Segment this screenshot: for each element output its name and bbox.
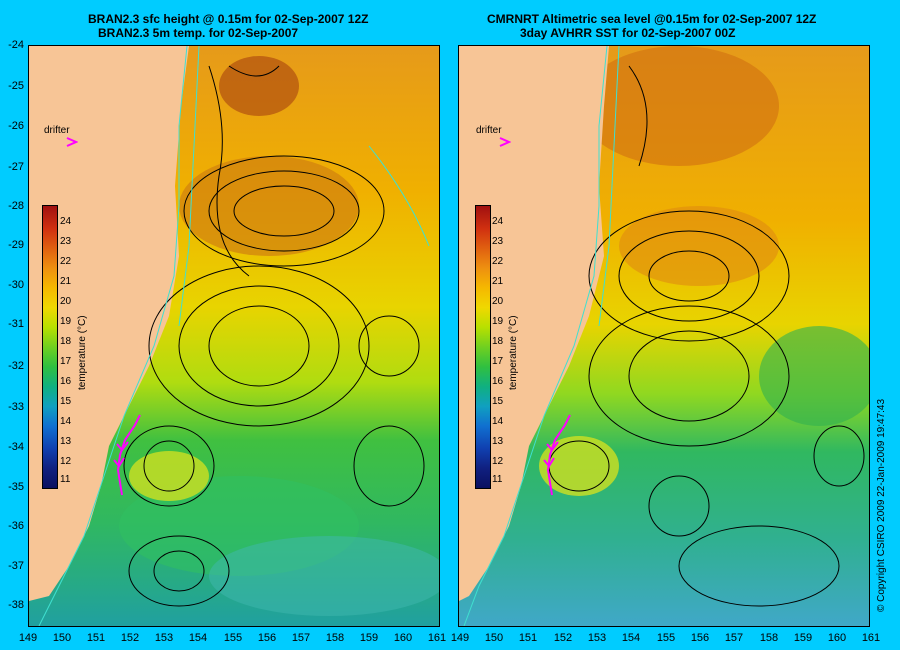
left-drifter-icon (66, 137, 78, 147)
left-map (29, 46, 439, 626)
x-tick: 161 (427, 632, 447, 644)
x-tick: 160 (393, 632, 413, 644)
x-tick: 156 (257, 632, 277, 644)
colorbar-tick: 22 (492, 256, 504, 267)
colorbar-tick: 15 (492, 396, 504, 407)
y-tick: -35 (8, 481, 24, 493)
colorbar-tick: 11 (60, 474, 71, 485)
x-tick: 156 (690, 632, 710, 644)
x-tick: 150 (52, 632, 72, 644)
colorbar-tick: 21 (60, 276, 72, 287)
colorbar-tick: 18 (60, 336, 72, 347)
left-drifter-label: drifter (44, 125, 70, 136)
x-tick: 158 (325, 632, 345, 644)
x-tick: 154 (188, 632, 208, 644)
y-tick: -30 (8, 279, 24, 291)
colorbar-tick: 19 (60, 316, 72, 327)
right-map (459, 46, 869, 626)
left-colorbar (42, 205, 58, 489)
x-tick: 149 (18, 632, 38, 644)
x-tick: 158 (759, 632, 779, 644)
right-map-panel (458, 45, 870, 627)
y-tick: -31 (8, 318, 24, 330)
x-tick: 157 (724, 632, 744, 644)
x-tick: 153 (154, 632, 174, 644)
x-tick: 160 (827, 632, 847, 644)
y-tick: -33 (8, 401, 24, 413)
colorbar-tick: 24 (60, 216, 72, 227)
x-tick: 159 (359, 632, 379, 644)
left-colorbar-title: temperature (°C) (77, 315, 88, 390)
colorbar-tick: 13 (60, 436, 72, 447)
y-tick: -34 (8, 441, 24, 453)
x-tick: 151 (518, 632, 538, 644)
colorbar-tick: 16 (492, 376, 504, 387)
left-title-line1: BRAN2.3 sfc height @ 0.15m for 02-Sep-20… (88, 12, 369, 26)
y-tick: -32 (8, 360, 24, 372)
x-tick: 151 (86, 632, 106, 644)
colorbar-tick: 17 (60, 356, 72, 367)
colorbar-tick: 21 (492, 276, 504, 287)
colorbar-tick: 24 (492, 216, 504, 227)
right-title-line2: 3day AVHRR SST for 02-Sep-2007 00Z (520, 26, 736, 40)
right-colorbar (475, 205, 491, 489)
x-tick: 152 (120, 632, 140, 644)
left-title-line2: BRAN2.3 5m temp. for 02-Sep-2007 (98, 26, 299, 40)
x-tick: 150 (484, 632, 504, 644)
colorbar-tick: 22 (60, 256, 72, 267)
colorbar-tick: 14 (492, 416, 504, 427)
y-tick: -29 (8, 239, 24, 251)
colorbar-tick: 18 (492, 336, 504, 347)
left-map-panel (28, 45, 440, 627)
colorbar-tick: 14 (60, 416, 72, 427)
x-tick: 157 (291, 632, 311, 644)
x-tick: 159 (793, 632, 813, 644)
right-colorbar-title: temperature (°C) (508, 315, 519, 390)
x-tick: 154 (621, 632, 641, 644)
copyright-note: © Copyright CSIRO 2009 22-Jan-2009 19:47… (876, 398, 887, 612)
x-tick: 149 (450, 632, 470, 644)
right-drifter-track (543, 414, 571, 496)
y-tick: -25 (8, 80, 24, 92)
colorbar-tick: 11 (492, 474, 503, 485)
colorbar-tick: 20 (492, 296, 504, 307)
colorbar-tick: 23 (60, 236, 72, 247)
right-title-line1: CMRNRT Altimetric sea level @0.15m for 0… (487, 12, 817, 26)
colorbar-tick: 12 (60, 456, 72, 467)
right-drifter-label: drifter (476, 125, 502, 136)
x-tick: 161 (861, 632, 881, 644)
y-tick: -37 (8, 560, 24, 572)
colorbar-tick: 12 (492, 456, 504, 467)
right-drifter-icon (499, 137, 511, 147)
x-tick: 155 (223, 632, 243, 644)
colorbar-tick: 16 (60, 376, 72, 387)
y-tick: -27 (8, 161, 24, 173)
y-tick: -28 (8, 200, 24, 212)
y-tick: -26 (8, 120, 24, 132)
x-tick: 155 (656, 632, 676, 644)
colorbar-tick: 23 (492, 236, 504, 247)
colorbar-tick: 20 (60, 296, 72, 307)
left-drifter-track (113, 414, 141, 496)
y-tick: -38 (8, 599, 24, 611)
y-tick: -36 (8, 520, 24, 532)
colorbar-tick: 19 (492, 316, 504, 327)
x-tick: 152 (553, 632, 573, 644)
colorbar-tick: 13 (492, 436, 504, 447)
x-tick: 153 (587, 632, 607, 644)
colorbar-tick: 15 (60, 396, 72, 407)
y-tick: -24 (8, 39, 24, 51)
colorbar-tick: 17 (492, 356, 504, 367)
